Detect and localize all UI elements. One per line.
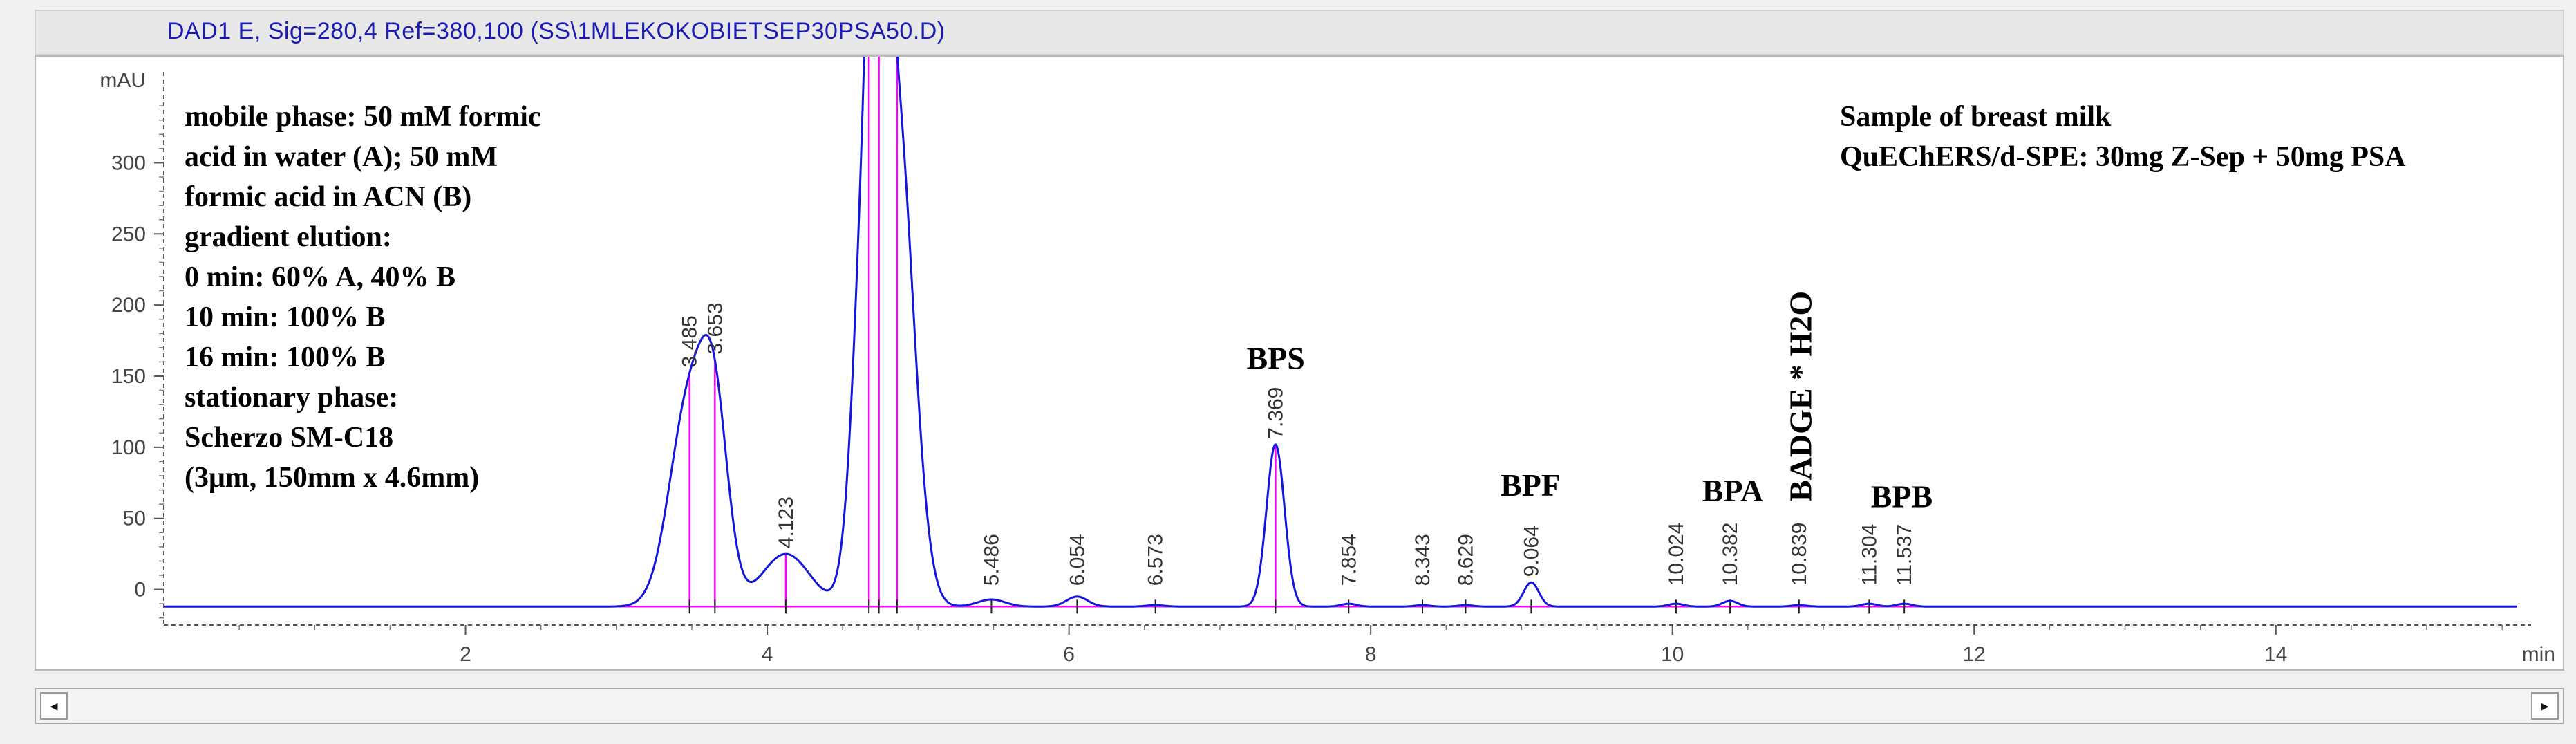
compound-label: BPB — [1871, 478, 1933, 514]
method-info-line: 0 min: 60% A, 40% B — [185, 261, 455, 293]
x-tick-label: 14 — [2264, 643, 2287, 666]
retention-time-label: 3.485 — [679, 315, 702, 367]
retention-time-label: 10.382 — [1719, 522, 1742, 586]
signal-title-bar: DAD1 E, Sig=280,4 Ref=380,100 (SS\1MLEKO… — [35, 10, 2564, 55]
method-info-line: (3μm, 150mm x 4.6mm) — [185, 462, 479, 494]
method-info-line: Scherzo SM-C18 — [185, 422, 393, 454]
y-tick-label: 150 — [111, 365, 146, 388]
method-info-line: stationary phase: — [185, 382, 398, 413]
retention-time-label: 10.839 — [1788, 522, 1811, 586]
sample-info-line: Sample of breast milk — [1840, 101, 2112, 133]
y-tick-label: 300 — [111, 151, 146, 174]
compound-label: BPA — [1702, 473, 1764, 508]
chromatogram-trace — [164, 57, 2517, 608]
x-tick-label: 8 — [1365, 643, 1377, 666]
retention-time-label: 11.304 — [1858, 524, 1881, 586]
compound-label: BPF — [1501, 467, 1561, 503]
scroll-left-button[interactable]: ◂ — [40, 692, 68, 720]
y-tick-label: 0 — [134, 579, 146, 602]
retention-time-label: 6.573 — [1145, 534, 1167, 586]
retention-time-label: 11.537 — [1893, 524, 1916, 586]
compound-label: BADGE * H2O — [1783, 291, 1818, 501]
peak-labels: 3.4853.6534.1234.6744.744.8605.4866.0546… — [679, 291, 1933, 586]
y-tick-label: 250 — [111, 223, 146, 245]
x-tick-label: 6 — [1063, 643, 1075, 666]
arrow-right-icon: ▸ — [2541, 697, 2549, 714]
annotations: mobile phase: 50 mM formic acid in water … — [185, 101, 2406, 494]
y-tick-label: 100 — [111, 436, 146, 459]
y-tick-label: 200 — [111, 294, 146, 317]
signal-title: DAD1 E, Sig=280,4 Ref=380,100 (SS\1MLEKO… — [167, 18, 946, 44]
retention-time-label: 4.123 — [775, 496, 798, 548]
retention-time-label: 7.854 — [1337, 534, 1360, 586]
method-info-line: 16 min: 100% B — [185, 342, 386, 373]
method-info-line: gradient elution: — [185, 221, 392, 253]
y-tick-label: 50 — [123, 508, 146, 530]
retention-time-label: 3.653 — [704, 302, 726, 354]
x-tick-label: 10 — [1661, 643, 1684, 666]
retention-time-label: 9.064 — [1520, 525, 1543, 577]
x-axis-label: min — [2522, 643, 2555, 666]
scroll-right-button[interactable]: ▸ — [2531, 692, 2559, 720]
method-info-line: acid in water (A); 50 mM — [185, 141, 498, 173]
sample-info-line: QuEChERS/d-SPE: 30mg Z-Sep + 50mg PSA — [1840, 141, 2406, 173]
retention-time-label: 10.024 — [1665, 522, 1688, 586]
retention-time-label: 5.486 — [980, 534, 1003, 586]
x-tick-label: 12 — [1963, 643, 1986, 666]
y-axis-label: mAU — [100, 69, 146, 92]
retention-time-label: 8.629 — [1454, 534, 1477, 586]
x-tick-label: 2 — [460, 643, 471, 666]
method-info-line: 10 min: 100% B — [185, 301, 386, 333]
compound-label: BPS — [1246, 341, 1304, 376]
chromatogram-chart: 0 50 100 150 200 250 300 mAU 2 4 6 8 10 12 14 min 3.485… — [100, 57, 2555, 666]
plot-panel: 0 50 100 150 200 250 300 mAU 2 4 6 8 10 12 14 min 3.485… — [35, 55, 2564, 671]
trace-group — [164, 57, 2517, 608]
retention-time-label: 6.054 — [1066, 534, 1089, 586]
retention-time-label: 8.343 — [1411, 534, 1434, 586]
axes: 0 50 100 150 200 250 300 mAU 2 4 6 8 10 12 14 min — [100, 69, 2555, 666]
method-info-line: formic acid in ACN (B) — [185, 181, 471, 213]
arrow-left-icon: ◂ — [50, 697, 58, 714]
method-info-line: mobile phase: 50 mM formic — [185, 101, 541, 133]
retention-time-label: 7.369 — [1264, 387, 1287, 439]
integration-markers — [616, 57, 1975, 614]
x-tick-label: 4 — [762, 643, 773, 666]
horizontal-scrollbar[interactable]: ◂ ▸ — [35, 688, 2564, 724]
